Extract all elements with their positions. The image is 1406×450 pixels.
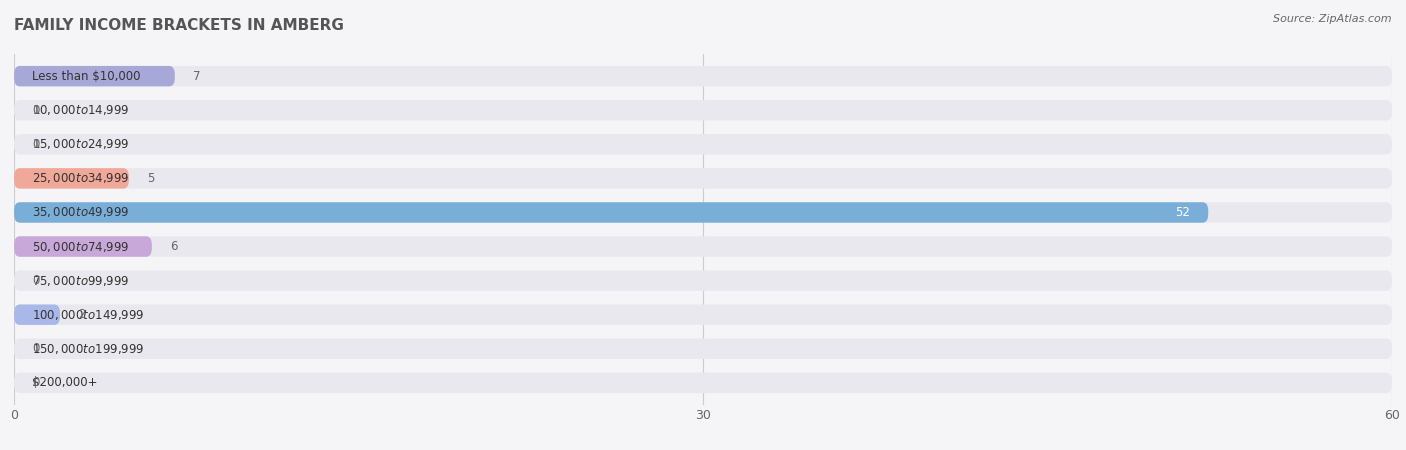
FancyBboxPatch shape <box>14 66 1392 86</box>
Text: $25,000 to $34,999: $25,000 to $34,999 <box>32 171 129 185</box>
FancyBboxPatch shape <box>14 134 1392 154</box>
Text: 0: 0 <box>32 138 39 151</box>
Text: $150,000 to $199,999: $150,000 to $199,999 <box>32 342 145 356</box>
FancyBboxPatch shape <box>14 202 1208 223</box>
Text: 6: 6 <box>170 240 177 253</box>
FancyBboxPatch shape <box>14 100 1392 121</box>
Text: $50,000 to $74,999: $50,000 to $74,999 <box>32 239 129 253</box>
Text: $10,000 to $14,999: $10,000 to $14,999 <box>32 103 129 117</box>
Text: 52: 52 <box>1175 206 1189 219</box>
FancyBboxPatch shape <box>14 168 129 189</box>
Text: $15,000 to $24,999: $15,000 to $24,999 <box>32 137 129 151</box>
Text: 0: 0 <box>32 274 39 287</box>
FancyBboxPatch shape <box>14 236 152 257</box>
Text: 0: 0 <box>32 342 39 355</box>
Text: Less than $10,000: Less than $10,000 <box>32 70 141 83</box>
FancyBboxPatch shape <box>14 168 1392 189</box>
Text: 5: 5 <box>148 172 155 185</box>
FancyBboxPatch shape <box>14 305 60 325</box>
FancyBboxPatch shape <box>14 270 1392 291</box>
FancyBboxPatch shape <box>14 338 1392 359</box>
Text: $75,000 to $99,999: $75,000 to $99,999 <box>32 274 129 288</box>
Text: $100,000 to $149,999: $100,000 to $149,999 <box>32 308 145 322</box>
Text: 7: 7 <box>193 70 201 83</box>
FancyBboxPatch shape <box>14 305 1392 325</box>
Text: Source: ZipAtlas.com: Source: ZipAtlas.com <box>1274 14 1392 23</box>
Text: 0: 0 <box>32 376 39 389</box>
Text: $200,000+: $200,000+ <box>32 376 98 389</box>
Text: 2: 2 <box>79 308 86 321</box>
FancyBboxPatch shape <box>14 236 1392 257</box>
FancyBboxPatch shape <box>14 202 1392 223</box>
FancyBboxPatch shape <box>14 66 174 86</box>
Text: 0: 0 <box>32 104 39 117</box>
Text: $35,000 to $49,999: $35,000 to $49,999 <box>32 206 129 220</box>
FancyBboxPatch shape <box>14 373 1392 393</box>
Text: FAMILY INCOME BRACKETS IN AMBERG: FAMILY INCOME BRACKETS IN AMBERG <box>14 18 344 33</box>
